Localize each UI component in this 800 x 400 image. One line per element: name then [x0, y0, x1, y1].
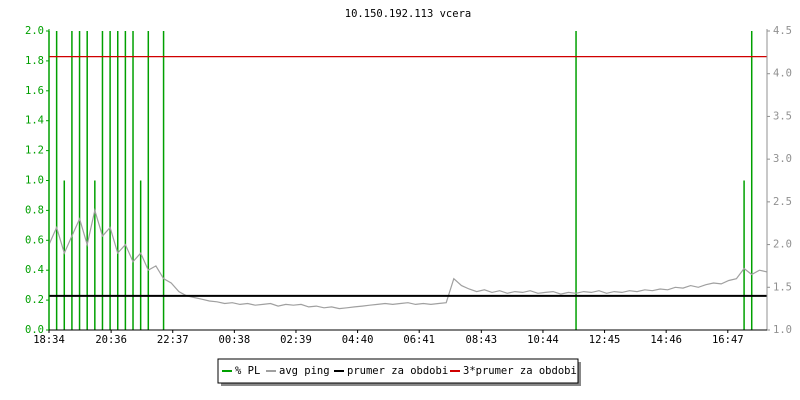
y2-tick-label: 4.0 — [773, 68, 792, 80]
x-tick-label: 00:38 — [219, 334, 251, 346]
x-tick-label: 20:36 — [95, 334, 127, 346]
x-tick-label: 10:44 — [527, 334, 559, 346]
y-tick-label: 0.6 — [25, 234, 44, 246]
ping-line — [48, 208, 768, 310]
x-tick-label: 14:46 — [650, 334, 682, 346]
x-tick-label: 06:41 — [403, 334, 435, 346]
y-tick-label: 1.6 — [25, 85, 44, 97]
legend-label: 3*prumer za obdobi — [463, 365, 577, 377]
y2-tick-label: 1.5 — [773, 281, 792, 293]
y-tick-label: 0.2 — [25, 294, 44, 306]
y2-tick-label: 2.5 — [773, 196, 792, 208]
y2-tick-label: 3.0 — [773, 153, 792, 165]
x-tick-label: 04:40 — [342, 334, 374, 346]
y2-tick-label: 1.0 — [773, 324, 792, 336]
y-tick-label: 1.8 — [25, 55, 44, 67]
y-tick-label: 0.4 — [25, 264, 44, 276]
y-tick-label: 2.0 — [25, 25, 44, 37]
y-tick-label: 1.4 — [25, 115, 44, 127]
legend-label: prumer za obdobi — [347, 365, 448, 377]
legend-label: % PL — [235, 365, 260, 377]
x-tick-label: 22:37 — [157, 334, 189, 346]
y2-tick-label: 4.5 — [773, 25, 792, 37]
chart-title: 10.150.192.113 vcera — [345, 8, 471, 20]
y2-tick-label: 2.0 — [773, 239, 792, 251]
x-tick-label: 08:43 — [466, 334, 498, 346]
x-tick-label: 02:39 — [280, 334, 312, 346]
legend-label: avg ping — [279, 365, 330, 377]
x-tick-label: 18:34 — [33, 334, 65, 346]
y-tick-label: 0.0 — [25, 324, 44, 336]
x-tick-label: 12:45 — [589, 334, 621, 346]
y-tick-label: 1.2 — [25, 145, 44, 157]
legend-box — [217, 358, 579, 384]
x-tick-label: 16:47 — [712, 334, 744, 346]
y2-tick-label: 3.5 — [773, 110, 792, 122]
y-tick-label: 1.0 — [25, 175, 44, 187]
y-tick-label: 0.8 — [25, 204, 44, 216]
